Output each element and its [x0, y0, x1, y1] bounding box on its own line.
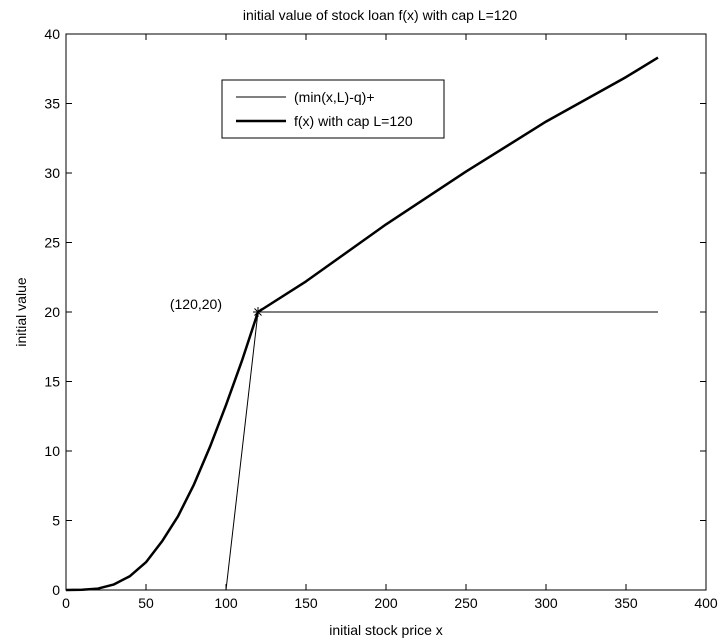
legend-label-1: (min(x,L)-q)+ — [294, 89, 375, 105]
x-tick-label: 400 — [694, 595, 718, 611]
x-tick-label: 350 — [614, 595, 638, 611]
y-tick-label: 30 — [44, 165, 60, 181]
x-axis-label: initial stock price x — [329, 622, 443, 638]
y-tick-label: 25 — [44, 235, 60, 251]
x-tick-label: 50 — [138, 595, 154, 611]
y-axis-label: initial value — [13, 277, 29, 346]
chart-title: initial value of stock loan f(x) with ca… — [243, 7, 518, 23]
x-tick-label: 250 — [454, 595, 478, 611]
x-tick-label: 150 — [294, 595, 318, 611]
x-tick-label: 0 — [62, 595, 70, 611]
y-tick-label: 40 — [44, 26, 60, 42]
annotation-label: (120,20) — [170, 296, 222, 312]
annotation-marker — [253, 307, 263, 317]
y-tick-label: 10 — [44, 443, 60, 459]
x-tick-label: 100 — [214, 595, 238, 611]
series-line-2 — [65, 56, 659, 592]
x-tick-label: 300 — [534, 595, 558, 611]
x-tick-label: 200 — [374, 595, 398, 611]
legend-box — [221, 79, 445, 139]
y-tick-label: 5 — [52, 513, 60, 529]
y-tick-label: 35 — [44, 96, 60, 112]
legend: (min(x,L)-q)+ f(x) with cap L=120 — [221, 79, 445, 139]
y-tick-label: 20 — [44, 304, 60, 320]
legend-label-2: f(x) with cap L=120 — [294, 113, 413, 129]
y-tick-label: 15 — [44, 374, 60, 390]
y-tick-label: 0 — [52, 582, 60, 598]
series-line-1 — [66, 311, 658, 591]
